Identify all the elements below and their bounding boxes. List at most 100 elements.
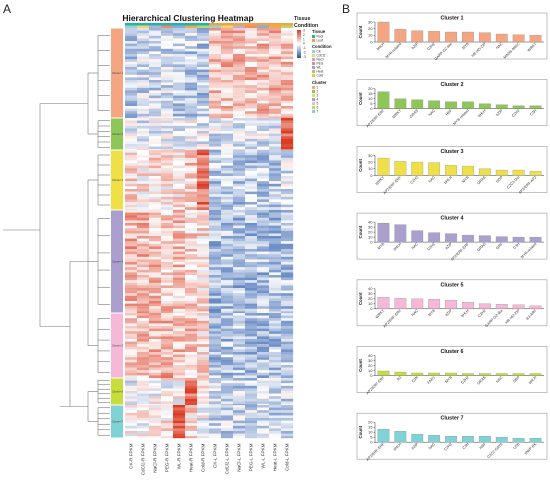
heatmap-cell: [137, 77, 150, 81]
heatmap-cell: [233, 48, 246, 52]
heatmap-cell: [269, 225, 282, 229]
heatmap-cell: [233, 149, 246, 151]
column-label: CdCl2-R FPKM: [141, 443, 146, 475]
heatmap-cell: [269, 407, 282, 411]
heatmap-cell: [269, 388, 282, 392]
heatmap-cell: [197, 267, 210, 270]
heatmap-cell: [197, 359, 210, 363]
heatmap-cell: [197, 428, 210, 432]
heatmap-cell: [281, 106, 294, 109]
heatmap-cell: [233, 95, 246, 99]
heatmap-cell: [125, 415, 138, 419]
heatmap-cell: [257, 85, 270, 88]
cluster-bar: [111, 313, 123, 378]
heatmap-cell: [221, 120, 234, 124]
heatmap-cell: [125, 349, 138, 353]
heatmap-cell: [197, 431, 210, 434]
heatmap-cell: [221, 35, 234, 39]
heatmap-cell: [197, 388, 210, 392]
heatmap-cell: [185, 331, 198, 334]
heatmap-cell: [281, 428, 294, 432]
heatmap-cell: [185, 415, 198, 419]
cluster-label: Cluster 1: [112, 71, 124, 75]
heatmap-cell: [197, 306, 210, 309]
heatmap-cell: [149, 108, 162, 112]
heatmap-cell: [161, 295, 174, 299]
bar: [428, 372, 441, 376]
heatmap-cell: [173, 323, 186, 327]
heatmap-cell: [125, 100, 138, 104]
heatmap-cell: [209, 61, 222, 65]
heatmap-cell: [233, 128, 246, 132]
chart-title: Cluster 1: [440, 16, 463, 22]
scale-tick: -2: [303, 51, 306, 55]
heatmap-cell: [257, 41, 270, 44]
heatmap-cell: [197, 128, 210, 132]
heatmap-cell: [209, 362, 222, 366]
heatmap-cell: [125, 354, 138, 358]
condition-legend-item: CK: [317, 50, 322, 54]
heatmap-cell: [173, 152, 186, 156]
heatmap-cell: [197, 196, 210, 200]
heatmap-cell: [245, 30, 258, 34]
heatmap-cell: [161, 277, 174, 281]
heatmap-cell: [161, 378, 174, 381]
heatmap-cell: [197, 82, 210, 86]
heatmap-cell: [257, 103, 270, 107]
heatmap-cell: [257, 367, 270, 371]
condition-legend-item: PEG: [317, 62, 324, 66]
heatmap-cell: [185, 186, 198, 190]
heatmap-cell: [257, 259, 270, 263]
heatmap-cell: [137, 41, 150, 44]
heatmap-cell: [173, 85, 186, 88]
heatmap-cell: [185, 233, 198, 237]
heatmap-cell: [185, 212, 198, 216]
heatmap-cell: [197, 420, 210, 424]
heatmap-cell: [209, 425, 222, 429]
heatmap-cell: [185, 277, 198, 281]
x-tick-label: bHLH: [528, 375, 538, 385]
heatmap-cell: [185, 311, 198, 314]
heatmap-cell: [125, 85, 138, 88]
heatmap-cell: [197, 362, 210, 366]
heatmap-cell: [269, 33, 282, 36]
heatmap-cell: [185, 385, 198, 389]
heatmap-cell: [269, 380, 282, 384]
heatmap-cell: [185, 243, 198, 247]
heatmap-cell: [125, 410, 138, 413]
heatmap-cell: [173, 163, 186, 166]
y-tick-label: 30: [368, 225, 373, 230]
heatmap-cell: [197, 423, 210, 426]
heatmap-cell: [257, 398, 270, 402]
heatmap-cell: [221, 123, 234, 126]
heatmap-cell: [245, 349, 258, 353]
heatmap-cell: [269, 41, 282, 44]
heatmap-cell: [125, 290, 138, 294]
heatmap-cell: [245, 378, 258, 381]
heatmap-cell: [257, 428, 270, 432]
heatmap-cell: [209, 69, 222, 73]
heatmap-cell: [149, 41, 162, 44]
heatmap-cell: [233, 264, 246, 268]
heatmap-cell: [233, 306, 246, 309]
heatmap-cell: [221, 183, 234, 187]
heatmap-cell: [149, 181, 162, 184]
heatmap-cell: [257, 277, 270, 281]
heatmap-cell: [149, 133, 162, 137]
heatmap-cell: [209, 163, 222, 166]
heatmap-cell: [221, 262, 234, 265]
heatmap-cell: [137, 56, 150, 60]
heatmap-cell: [137, 370, 150, 373]
heatmap-cell: [137, 95, 150, 99]
heatmap-cell: [149, 230, 162, 234]
heatmap-cell: [245, 149, 258, 151]
heatmap-cell: [161, 308, 174, 312]
heatmap-cell: [269, 199, 282, 203]
heatmap-cell: [269, 362, 282, 366]
heatmap-cell: [233, 173, 246, 177]
heatmap-cell: [185, 280, 198, 283]
heatmap-cell: [233, 349, 246, 353]
heatmap-cell: [185, 30, 198, 34]
heatmap-cell: [197, 74, 210, 78]
chart-title: Cluster 7: [440, 416, 463, 422]
